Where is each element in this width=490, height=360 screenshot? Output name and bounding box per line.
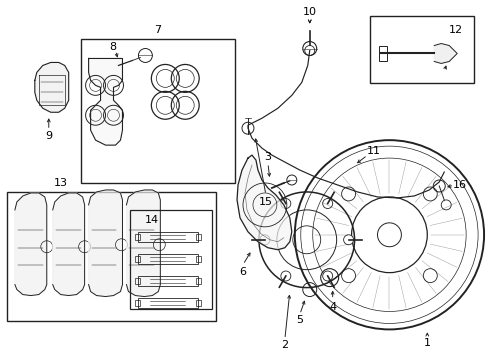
- Polygon shape: [89, 58, 122, 145]
- Circle shape: [323, 271, 333, 281]
- Polygon shape: [126, 190, 160, 297]
- Text: 4: 4: [329, 302, 336, 311]
- Bar: [196, 300, 201, 306]
- Bar: [196, 256, 201, 262]
- Circle shape: [260, 235, 270, 245]
- Text: 7: 7: [154, 24, 161, 35]
- Bar: [379, 45, 388, 62]
- Text: 16: 16: [453, 180, 467, 190]
- Text: 9: 9: [45, 131, 52, 141]
- Text: 11: 11: [367, 146, 381, 156]
- Circle shape: [343, 235, 354, 245]
- Text: 2: 2: [281, 340, 289, 350]
- Text: 6: 6: [240, 267, 246, 276]
- Text: 10: 10: [303, 6, 317, 17]
- Polygon shape: [89, 190, 122, 297]
- Circle shape: [281, 271, 291, 281]
- Polygon shape: [15, 193, 47, 296]
- Bar: [138, 232, 198, 242]
- Polygon shape: [237, 155, 292, 250]
- Text: 3: 3: [265, 152, 271, 162]
- Text: 8: 8: [109, 41, 116, 51]
- Bar: [135, 300, 141, 306]
- Circle shape: [323, 199, 333, 208]
- Bar: [81, 39, 235, 183]
- Text: 5: 5: [296, 315, 303, 325]
- Text: 15: 15: [259, 197, 273, 207]
- Bar: [369, 15, 474, 84]
- Bar: [138, 298, 198, 307]
- Polygon shape: [53, 193, 85, 296]
- Bar: [7, 192, 216, 321]
- Text: 12: 12: [449, 24, 463, 35]
- Bar: [138, 276, 198, 285]
- Bar: [138, 254, 198, 264]
- Text: 1: 1: [424, 338, 431, 348]
- Bar: [196, 278, 201, 284]
- Polygon shape: [35, 62, 69, 112]
- Bar: [196, 234, 201, 240]
- Bar: [135, 278, 141, 284]
- Circle shape: [281, 199, 291, 208]
- Bar: [130, 210, 212, 310]
- Polygon shape: [434, 44, 457, 63]
- Text: 13: 13: [54, 178, 68, 188]
- Bar: [135, 256, 141, 262]
- Text: 14: 14: [146, 215, 159, 225]
- Bar: [135, 234, 141, 240]
